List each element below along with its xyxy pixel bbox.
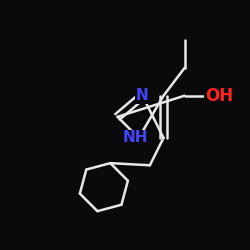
Text: OH: OH bbox=[205, 87, 233, 105]
Text: NH: NH bbox=[122, 130, 148, 146]
Text: N: N bbox=[136, 88, 149, 103]
